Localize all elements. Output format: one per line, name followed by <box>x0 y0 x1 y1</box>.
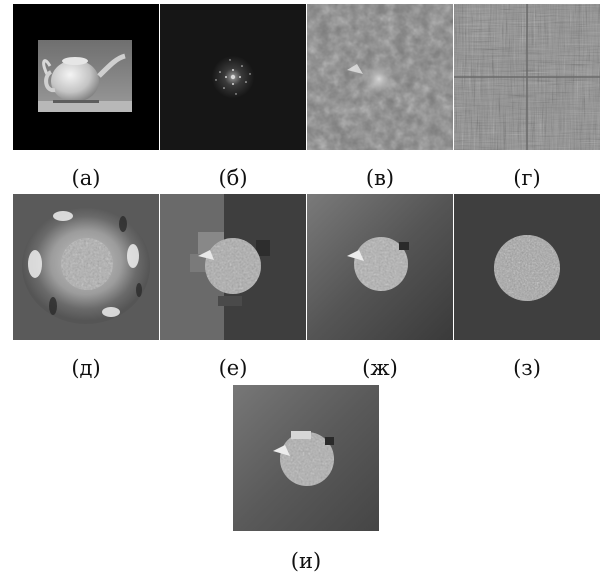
noisy-reconstruction-image <box>307 4 453 150</box>
smooth-reconstruction-image <box>307 194 453 340</box>
blurred-reconstruction-image <box>13 194 159 340</box>
patchy-reconstruction-image <box>160 194 306 340</box>
caption-g: (г) <box>513 166 541 190</box>
caption-e: (е) <box>218 356 248 380</box>
caption-a: (а) <box>71 166 101 190</box>
caption-i: (и) <box>290 549 322 573</box>
panel-d-image <box>13 194 159 340</box>
panel-v-image <box>307 4 453 150</box>
panel-z-image <box>454 194 600 340</box>
block-noise-image <box>454 4 600 150</box>
textured-disc-image <box>454 194 600 340</box>
panel-g-image <box>454 4 600 150</box>
panel-a-image <box>13 4 159 150</box>
teapot-original-image <box>13 4 159 150</box>
caption-zh: (ж) <box>362 356 398 380</box>
panel-i-image <box>233 385 379 531</box>
panel-e-image <box>160 194 306 340</box>
caption-b: (б) <box>218 166 248 190</box>
panel-zh-image <box>307 194 453 340</box>
caption-v: (в) <box>365 166 395 190</box>
caption-z: (з) <box>513 356 541 380</box>
caption-d: (д) <box>71 356 101 380</box>
final-reconstruction-image <box>233 385 379 531</box>
panel-b-image <box>160 4 306 150</box>
fourier-magnitude-image <box>160 4 306 150</box>
